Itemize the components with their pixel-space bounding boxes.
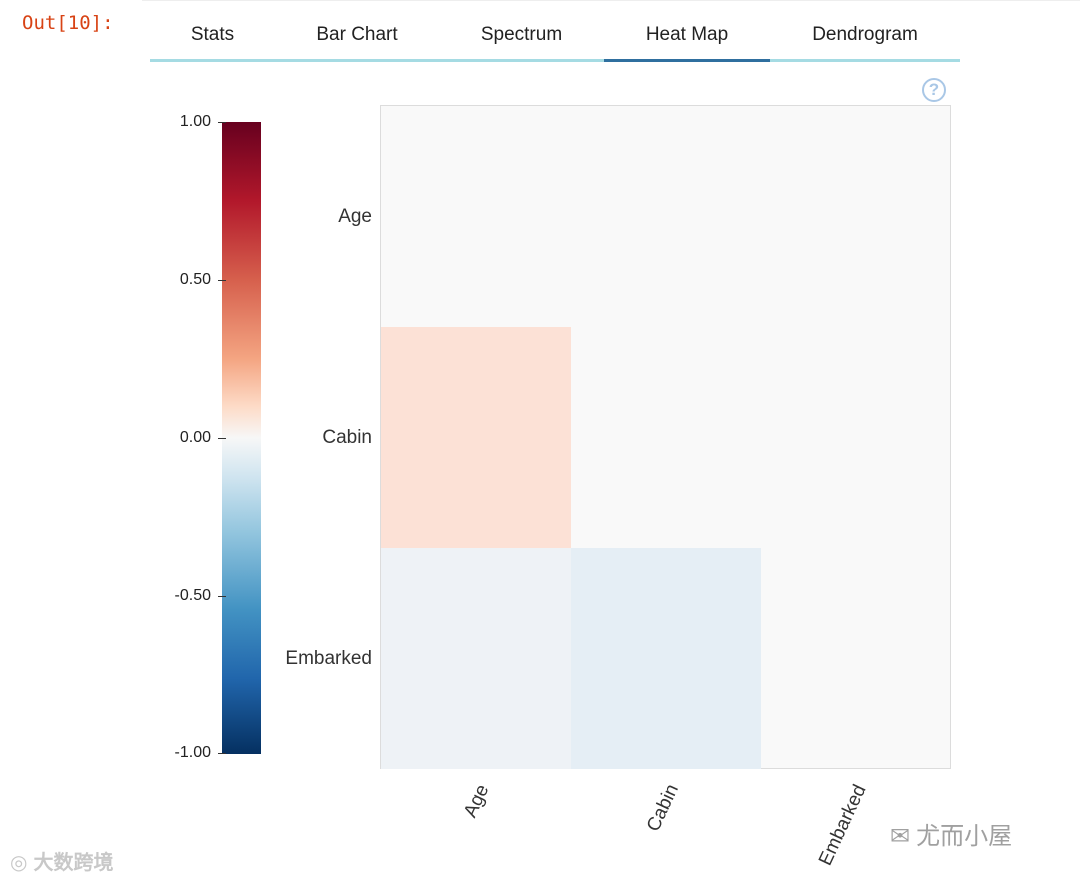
column-label-embarked: Embarked [815, 781, 871, 869]
row-label-age: Age [338, 206, 372, 227]
watermark-right: ✉ 尤而小屋 [890, 816, 1012, 851]
column-label-cabin: Cabin [643, 780, 684, 835]
colorbar-tick-label: -0.50 [174, 587, 211, 604]
output-prompt: Out[10]: [22, 12, 114, 34]
help-icon[interactable]: ? [922, 78, 946, 102]
wechat-icon: ✉ [890, 823, 911, 850]
colorbar-tick-mark [218, 280, 226, 281]
heatmap-cell-embarked-cabin [571, 548, 761, 769]
colorbar-tick-label: 0.50 [179, 271, 211, 288]
column-label-age: Age [460, 781, 494, 821]
colorbar-tick-mark [218, 438, 226, 439]
tab-bar-chart[interactable]: Bar Chart [316, 24, 398, 45]
heatmap-cell-embarked-age [381, 548, 571, 769]
cell-top-border [142, 0, 1080, 1]
colorbar [222, 122, 261, 754]
colorbar-tick-mark [218, 753, 226, 754]
watermark-right-text: 尤而小屋 [916, 823, 1013, 850]
colorbar-tick-mark [218, 122, 226, 123]
row-label-cabin: Cabin [322, 427, 372, 448]
tab-dendrogram[interactable]: Dendrogram [812, 24, 918, 45]
tab-bar: Stats Bar Chart Spectrum Heat Map Dendro… [150, 14, 960, 62]
heatmap-cell-cabin-age [381, 327, 571, 548]
watermark-left-text: 大数跨境 [33, 852, 114, 874]
colorbar-tick-mark [218, 596, 226, 597]
tab-heat-map[interactable]: Heat Map [604, 14, 770, 62]
row-label-embarked: Embarked [285, 648, 372, 669]
heatmap-plot-area [380, 105, 951, 769]
tab-spectrum[interactable]: Spectrum [480, 24, 563, 45]
colorbar-tick-label: 1.00 [179, 113, 211, 130]
watermark-left: ◎ 大数跨境 [10, 846, 113, 875]
brand-logo-icon: ◎ [10, 852, 28, 874]
colorbar-tick-label: 0.00 [179, 429, 211, 446]
colorbar-tick-label: -1.00 [174, 744, 211, 761]
tab-stats[interactable]: Stats [190, 24, 235, 45]
